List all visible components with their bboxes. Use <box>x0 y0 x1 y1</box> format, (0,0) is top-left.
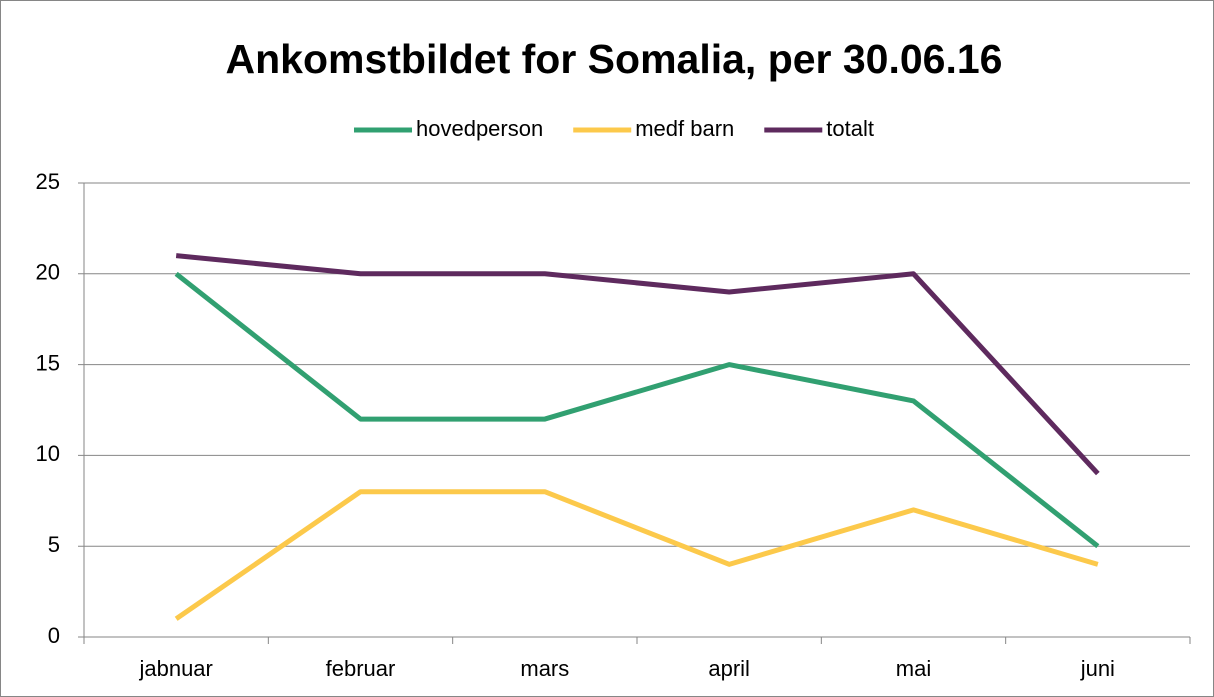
x-tick-label: juni <box>1080 656 1115 681</box>
y-tick-label: 5 <box>48 532 60 557</box>
y-tick-label: 15 <box>36 350 60 375</box>
y-tick-label: 25 <box>36 169 60 194</box>
x-tick-label: mars <box>520 656 569 681</box>
legend-label: medf barn <box>635 116 734 141</box>
y-tick-label: 20 <box>36 260 60 285</box>
legend-label: hovedperson <box>416 116 543 141</box>
x-tick-label: februar <box>326 656 396 681</box>
series-line <box>174 489 1099 621</box>
series-line <box>174 271 1100 549</box>
y-tick-label: 0 <box>48 623 60 648</box>
y-tick-label: 10 <box>36 441 60 466</box>
x-tick-label: april <box>708 656 750 681</box>
chart-title: Ankomstbildet for Somalia, per 30.06.16 <box>226 36 1003 82</box>
series-line <box>175 253 1100 476</box>
x-tick-label: mai <box>896 656 931 681</box>
legend-label: totalt <box>826 116 874 141</box>
x-tick-label: jabnuar <box>138 656 212 681</box>
